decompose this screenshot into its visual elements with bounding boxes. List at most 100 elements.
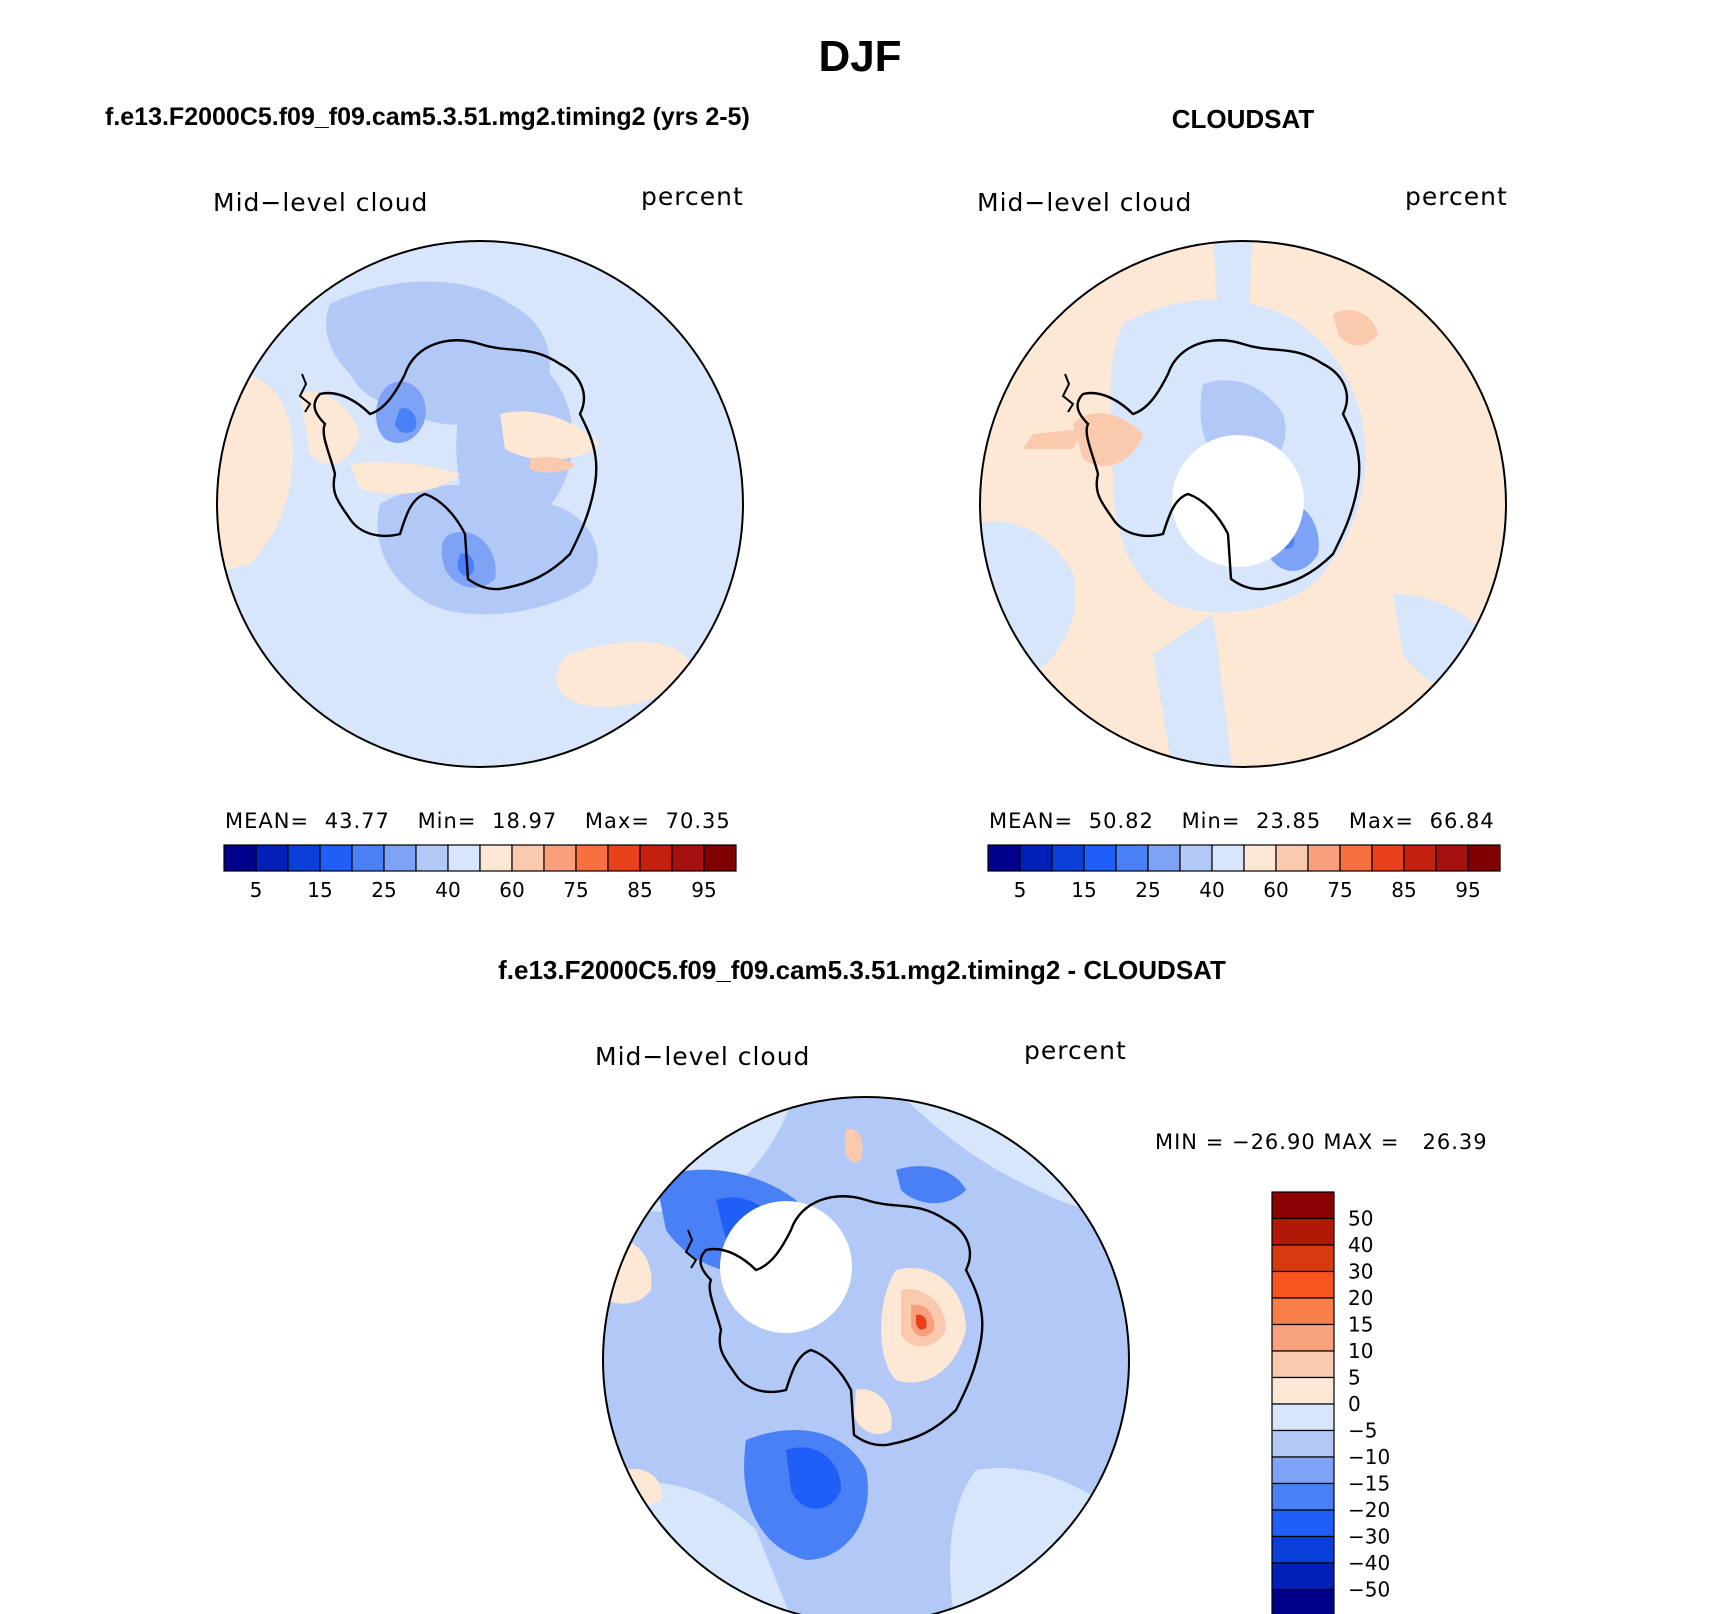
panel1-max-value: 70.35 — [665, 809, 731, 833]
panel2-colorbar-tick-label: 25 — [1135, 878, 1160, 902]
panel2-colorbar-tick-label: 85 — [1391, 878, 1416, 902]
panel1-colorbar-box — [383, 844, 417, 872]
panel1-colorbar-tick-label: 5 — [250, 878, 263, 902]
panel2-max-value: 66.84 — [1429, 809, 1495, 833]
panel2-salmon-region — [1023, 429, 1083, 449]
panel1-min-value: 18.97 — [492, 809, 558, 833]
panel3-colorbar-box — [1271, 1562, 1335, 1591]
panel2-peninsula-coastline — [1061, 373, 1075, 413]
panel3-colorbar-tick-label: −50 — [1348, 1578, 1390, 1602]
panel3-polar-map — [602, 1096, 1130, 1614]
panel1-title: f.e13.F2000C5.f09_f09.cam5.3.51.mg2.timi… — [105, 103, 750, 131]
panel3-colorbar-box — [1271, 1429, 1335, 1458]
panel3-units-label: percent — [1024, 1036, 1127, 1065]
panel3-peach-region — [854, 1389, 892, 1435]
panel1-darker-region — [395, 408, 417, 433]
panel2-colorbar-tick-label: 60 — [1263, 878, 1288, 902]
panel2-colorbar-box — [1371, 844, 1405, 872]
panel1-colorbar-tick-label: 15 — [307, 878, 332, 902]
panel3-colorbar-tick-label: 5 — [1348, 1366, 1361, 1390]
panel1-antarctica-coastline — [313, 339, 598, 591]
panel2-colorbar-tick-label: 95 — [1455, 878, 1480, 902]
panel2-colorbar-box — [1307, 844, 1341, 872]
panel2-max-label: Max= — [1348, 809, 1414, 833]
panel3-colorbar-box — [1271, 1588, 1335, 1614]
panel2-colorbar-box — [1275, 844, 1309, 872]
panel2-colorbar-box — [987, 844, 1021, 872]
panel2-colorbar-box — [1051, 844, 1085, 872]
panel2-mean-label: MEAN= — [989, 809, 1074, 833]
panel2-colorbar-tick-label: 5 — [1014, 878, 1027, 902]
panel2-polar-map — [979, 240, 1507, 768]
panel1-colorbar-box — [543, 844, 577, 872]
panel3-colorbar-box — [1271, 1482, 1335, 1511]
panel3-colorbar-tick-label: −5 — [1348, 1419, 1377, 1443]
panel2-colorbar-box — [1339, 844, 1373, 872]
panel3-colorbar-box — [1271, 1191, 1335, 1220]
panel2-colorbar-box — [1019, 844, 1053, 872]
panel2-colorbar-box — [1179, 844, 1213, 872]
panel3-colorbar-tick-label: −40 — [1348, 1551, 1390, 1575]
panel3-antarctica-coastline — [699, 1195, 984, 1447]
panel1-colorbar-tick-label: 25 — [371, 878, 396, 902]
panel2-map-boundary — [979, 240, 1507, 768]
panel3-peninsula-coastline — [684, 1229, 698, 1269]
panel3-colorbar-tick-label: 15 — [1348, 1313, 1373, 1337]
panel3-colorbar-box — [1271, 1244, 1335, 1273]
panel3-colorbar-box — [1271, 1323, 1335, 1352]
panel3-darker-blue-region — [786, 1447, 841, 1509]
panel1-colorbar-box — [703, 844, 737, 872]
panel1-polar-map — [216, 240, 744, 768]
panel3-colorbar-box — [1271, 1270, 1335, 1299]
panel3-red-region — [916, 1314, 927, 1330]
panel1-mean-label: MEAN= — [225, 809, 310, 833]
panel1-colorbar-tick-label: 60 — [499, 878, 524, 902]
panel1-colorbar-box — [255, 844, 289, 872]
panel1-colorbar-box — [351, 844, 385, 872]
panel2-colorbar-tick-label: 15 — [1071, 878, 1096, 902]
panel1-colorbar-tick-label: 75 — [563, 878, 588, 902]
panel3-colorbar-box — [1271, 1509, 1335, 1538]
panel1-colorbar-box — [511, 844, 545, 872]
panel2-field-label: Mid−level cloud — [977, 188, 1193, 217]
panel1-colorbar-tick-label: 40 — [435, 878, 460, 902]
panel3-field-label: Mid−level cloud — [595, 1042, 811, 1071]
panel1-max-label: Max= — [584, 809, 650, 833]
panel1-units-label: percent — [641, 182, 744, 211]
panel1-colorbar-box — [671, 844, 705, 872]
panel1-peach-region — [500, 411, 600, 460]
panel3-title: f.e13.F2000C5.f09_f09.cam5.3.51.mg2.timi… — [498, 955, 1226, 985]
panel1-colorbar: 5 15 25 40 60 75 85 95 — [223, 844, 737, 902]
panel1-salmon-region — [530, 456, 575, 473]
panel1-map-boundary — [216, 240, 744, 768]
panel1-colorbar-box — [287, 844, 321, 872]
panel1-peach-region — [350, 462, 460, 494]
panel2-salmon-region — [1333, 310, 1378, 346]
page-title: DJF — [818, 32, 902, 81]
panel2-colorbar-box — [1435, 844, 1469, 872]
panel1-stats: MEAN= 43.77 Min= 18.97 Max= 70.35 — [225, 809, 731, 833]
panel1-mean-value: 43.77 — [324, 809, 390, 833]
panel2-min-value: 23.85 — [1256, 809, 1322, 833]
panel1-colorbar-box — [447, 844, 481, 872]
panel3-map-boundary — [602, 1096, 1130, 1614]
panel1-colorbar-box — [575, 844, 609, 872]
panel2-colorbar-box — [1403, 844, 1437, 872]
panel2-colorbar-box — [1083, 844, 1117, 872]
panel3-colorbar-box — [1271, 1376, 1335, 1405]
panel2-colorbar: 5 15 25 40 60 75 85 95 — [987, 844, 1501, 902]
panel3-colorbar-tick-label: 10 — [1348, 1339, 1373, 1363]
panel3-colorbar-box — [1271, 1456, 1335, 1485]
panel3-colorbar-box — [1271, 1535, 1335, 1564]
panel3-missing-data-pole — [720, 1201, 852, 1333]
panel3-colorbar-tick-label: −10 — [1348, 1445, 1390, 1469]
panel2-colorbar-box — [1115, 844, 1149, 872]
panel3-colorbar-box — [1271, 1217, 1335, 1246]
panel1-field-label: Mid−level cloud — [213, 188, 429, 217]
panel3-colorbar-tick-label: 0 — [1348, 1392, 1361, 1416]
panel1-peninsula-coastline — [298, 373, 312, 413]
panel2-missing-data-pole — [1172, 435, 1304, 567]
panel3-colorbar-tick-label: −15 — [1348, 1472, 1390, 1496]
panel2-colorbar-box — [1147, 844, 1181, 872]
